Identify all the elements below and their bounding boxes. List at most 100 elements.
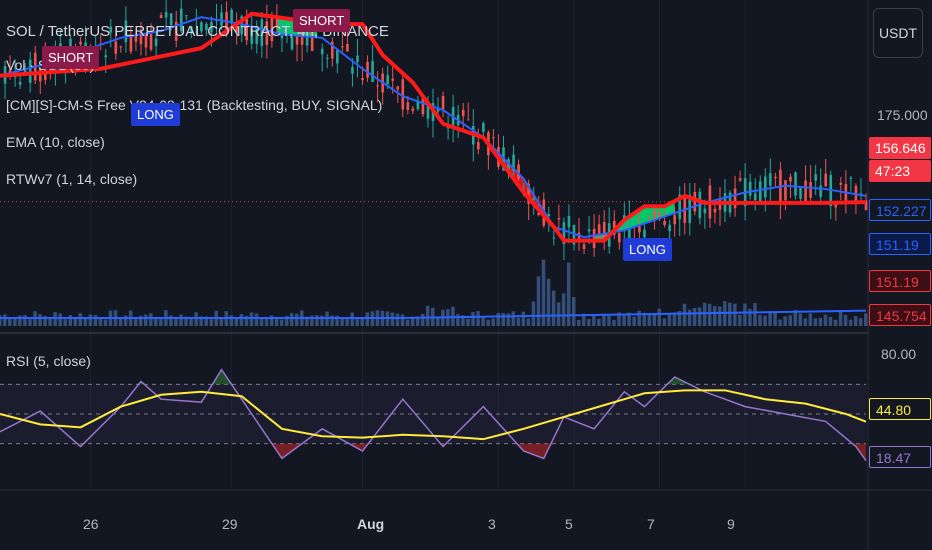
candle-body <box>834 204 838 208</box>
volume-bar <box>365 312 370 326</box>
candle-body <box>799 186 802 199</box>
volume-bar <box>38 314 42 326</box>
volume-bar <box>290 313 294 326</box>
volume-bar <box>592 315 596 326</box>
candle-body <box>517 164 520 179</box>
volume-bar <box>239 313 244 326</box>
volume-bar <box>219 317 224 326</box>
rsi-label[interactable]: RSI (5, close) <box>6 353 91 369</box>
rsi-line <box>0 368 867 462</box>
stop-line <box>0 11 867 243</box>
candle-body <box>587 229 591 232</box>
volume-bar <box>8 318 12 326</box>
volume-bar <box>501 313 505 326</box>
volume-bar <box>864 313 868 326</box>
candle-body <box>617 233 621 243</box>
volume-bar <box>607 315 611 326</box>
volume-bar <box>813 318 818 326</box>
volume-bar <box>788 315 792 326</box>
volume-bar <box>295 313 299 326</box>
candle-body <box>562 222 566 245</box>
candle-body <box>285 31 289 33</box>
volume-bar <box>511 311 516 326</box>
volume-bar <box>315 315 319 326</box>
candle-body <box>864 200 868 211</box>
candle-body <box>552 237 556 239</box>
volume-bar <box>758 314 762 326</box>
volume-bar <box>853 316 858 326</box>
candle-body <box>174 21 178 41</box>
volume-bar <box>436 316 440 326</box>
volume-bar <box>748 308 752 326</box>
candle-body <box>748 181 752 196</box>
volume-bar <box>808 313 813 326</box>
volume-bar <box>345 317 349 326</box>
candle-body <box>320 48 324 55</box>
volume-bar <box>491 318 495 326</box>
candle-body <box>597 224 601 238</box>
indicator-cm-label[interactable]: [CM][S]-CM-S Free V24-08-131 (Backtestin… <box>6 97 383 113</box>
volume-bar <box>410 316 415 326</box>
candle-body <box>169 13 173 26</box>
volume-bar <box>536 276 541 326</box>
volume-bar <box>18 315 22 326</box>
volume-bar <box>587 319 591 326</box>
candle-body <box>547 213 551 217</box>
currency-button[interactable]: USDT <box>873 8 923 58</box>
candle-body <box>200 22 203 32</box>
volume-bar <box>269 315 274 326</box>
candle-body <box>23 68 27 73</box>
candle-body <box>426 101 430 119</box>
candle-body <box>537 212 541 215</box>
rsi-oversold-fill <box>0 443 866 461</box>
volume-bar <box>53 312 57 326</box>
volume-bar <box>249 312 254 326</box>
candle-body <box>784 180 787 201</box>
candle-body <box>628 217 631 245</box>
candle-body <box>250 28 254 44</box>
candle-body <box>396 86 400 90</box>
volume-bar <box>818 317 823 326</box>
indicator-ema-label[interactable]: EMA (10, close) <box>6 134 105 150</box>
candle-body <box>859 193 863 195</box>
volume-bar <box>58 313 62 326</box>
volume-bar <box>234 317 239 326</box>
volume-bar <box>571 296 576 326</box>
candle-body <box>441 95 445 109</box>
volume-bar <box>415 316 420 326</box>
indicator-rtw-label[interactable]: RTWv7 (1, 14, close) <box>6 171 138 187</box>
candle-body <box>351 67 354 74</box>
volume-bar <box>687 309 692 326</box>
volume-bar <box>320 315 324 326</box>
volume-bar <box>677 311 682 326</box>
candle-body <box>376 85 379 87</box>
volume-bar <box>209 319 213 326</box>
candle-body <box>366 61 369 78</box>
volume-bar <box>632 316 636 326</box>
volume-bar <box>526 318 531 326</box>
rsi-pane <box>0 368 867 462</box>
volume-bar <box>682 303 687 326</box>
volume-bar <box>420 313 425 326</box>
candle-body <box>819 185 822 198</box>
volume-bar <box>707 303 712 326</box>
volume-bar <box>773 312 777 326</box>
candle-body <box>733 188 737 209</box>
candle-body <box>794 172 797 196</box>
candle-body <box>753 193 757 201</box>
volume-bar <box>395 313 400 326</box>
candle-body <box>824 173 828 187</box>
rsi-ma-line <box>0 389 867 441</box>
candle-body <box>804 180 807 204</box>
volume-bar <box>848 319 853 326</box>
candle-body <box>270 16 274 42</box>
candle-body <box>255 28 259 45</box>
volume-bar <box>456 314 460 326</box>
volume-bar <box>264 317 269 326</box>
volume-bar <box>274 319 279 326</box>
candle-body <box>119 46 123 48</box>
candle-body <box>346 43 349 52</box>
volume-bar <box>350 312 354 326</box>
candle-body <box>235 25 238 33</box>
